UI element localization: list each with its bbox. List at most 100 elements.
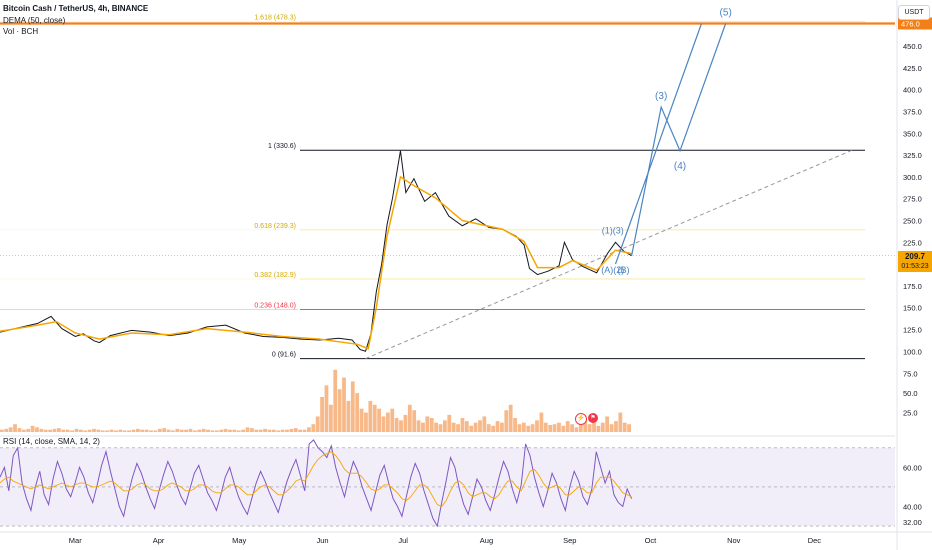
volume-bar [464, 421, 469, 432]
volume-bar [171, 430, 175, 432]
volume-bar [48, 429, 53, 432]
volume-bar [355, 393, 360, 432]
symbol-legend[interactable]: Bitcoin Cash / TetherUS, 4h, BINANCE [3, 4, 149, 13]
rsi-sma-line [0, 451, 632, 508]
volume-bar [57, 428, 61, 432]
volume-bar [517, 424, 522, 432]
volume-bar [276, 430, 281, 432]
volume-bar [232, 429, 237, 432]
volume-bar [521, 422, 526, 432]
volume-bar [434, 422, 439, 432]
volume-bar [368, 400, 373, 432]
volume-bar [473, 422, 478, 432]
volume-bar [83, 430, 88, 432]
volume-bar [17, 428, 22, 432]
fib-level-label: 0 (91.6) [272, 352, 296, 359]
volume-bar [416, 420, 421, 432]
volume-bar [451, 422, 456, 432]
volume-bar [412, 410, 417, 432]
wave-label: (4) [674, 161, 686, 172]
volume-bar [342, 377, 346, 432]
price-series-line [0, 150, 632, 352]
trendline [365, 149, 853, 360]
rsi-axis-tick: 40.00 [903, 503, 922, 512]
volume-bar [87, 429, 92, 432]
volume-bar [548, 425, 553, 432]
volume-bar [350, 381, 355, 432]
volume-bar [162, 428, 167, 432]
volume-bar [197, 429, 202, 432]
price-axis-tick: 325.0 [903, 151, 922, 160]
volume-bar [399, 420, 403, 432]
volume-bar [403, 414, 408, 432]
time-axis-tick: Apr [153, 536, 165, 545]
volume-axis-tick: 75.0 [903, 370, 918, 379]
last-price-badge: 209.7 01:53:23 [898, 251, 932, 272]
rsi-axis-tick: 60.00 [903, 463, 922, 472]
volume-bar [135, 428, 140, 432]
volume-axis-tick: 25.0 [903, 409, 918, 418]
volume-bar [622, 422, 627, 432]
price-axis-tick: 125.0 [903, 325, 922, 334]
resistance-label: 476.0 [901, 19, 920, 28]
volume-bar [289, 428, 294, 432]
volume-bar [263, 428, 267, 432]
volume-bar [460, 418, 465, 432]
volume-bar [131, 429, 136, 432]
price-axis-tick: 300.0 [903, 173, 922, 182]
volume-bar [245, 427, 250, 432]
volume-bar [491, 425, 496, 432]
volume-bar [192, 430, 197, 432]
volume-bar [539, 412, 544, 432]
volume-bar [557, 422, 561, 432]
time-axis-tick: Jul [398, 536, 408, 545]
volume-bar [92, 428, 96, 432]
lightning-icon[interactable]: ⚡ [575, 413, 587, 425]
rsi-legend[interactable]: RSI (14, close, SMA, 14, 2) [3, 437, 100, 446]
volume-bar [166, 429, 171, 432]
volume-bar [223, 428, 228, 432]
volume-bar [52, 428, 57, 432]
wave-label: (5) [720, 7, 732, 18]
volume-bar [438, 424, 443, 432]
volume-bar [394, 418, 399, 432]
price-axis-tick: 275.0 [903, 195, 922, 204]
price-axis-tick: 375.0 [903, 108, 922, 117]
currency-button[interactable]: USDT [898, 5, 930, 20]
volume-bar [65, 429, 70, 432]
volume-bar [500, 422, 504, 432]
volume-bar [583, 419, 588, 432]
price-axis-tick: 450.0 [903, 42, 922, 51]
volume-bar [592, 418, 596, 432]
countdown-timer: 01:53:23 [901, 263, 929, 270]
volume-bar [30, 425, 35, 432]
last-price-value: 209.7 [904, 252, 926, 261]
volume-bar [359, 408, 364, 432]
volume-bar [609, 424, 614, 432]
volume-bar [8, 427, 13, 432]
volume-bar [543, 422, 548, 432]
volume-bar [39, 428, 44, 432]
price-axis-tick: 425.0 [903, 64, 922, 73]
time-axis-tick: Dec [808, 536, 822, 545]
volume-bar [390, 408, 395, 432]
flag-icon[interactable]: ⚑ [588, 413, 598, 423]
volume-bar [513, 418, 517, 432]
volume-bar [425, 416, 430, 432]
price-axis-tick: 350.0 [903, 129, 922, 138]
volume-bar [605, 416, 610, 432]
volume-bar [188, 428, 193, 432]
volume-bar [578, 422, 583, 432]
volume-legend[interactable]: Vol · BCH [3, 27, 39, 36]
dema-legend[interactable]: DEMA (50, close) [3, 16, 66, 25]
fib-level-label: 0.618 (239.3) [254, 223, 296, 230]
volume-bar [298, 429, 303, 432]
wave-label: (A)(2) [601, 265, 624, 275]
volume-bar [214, 430, 219, 432]
volume-bar [241, 429, 246, 432]
volume-bar [381, 416, 386, 432]
volume-bar [482, 416, 487, 432]
volume-bar [552, 424, 557, 432]
